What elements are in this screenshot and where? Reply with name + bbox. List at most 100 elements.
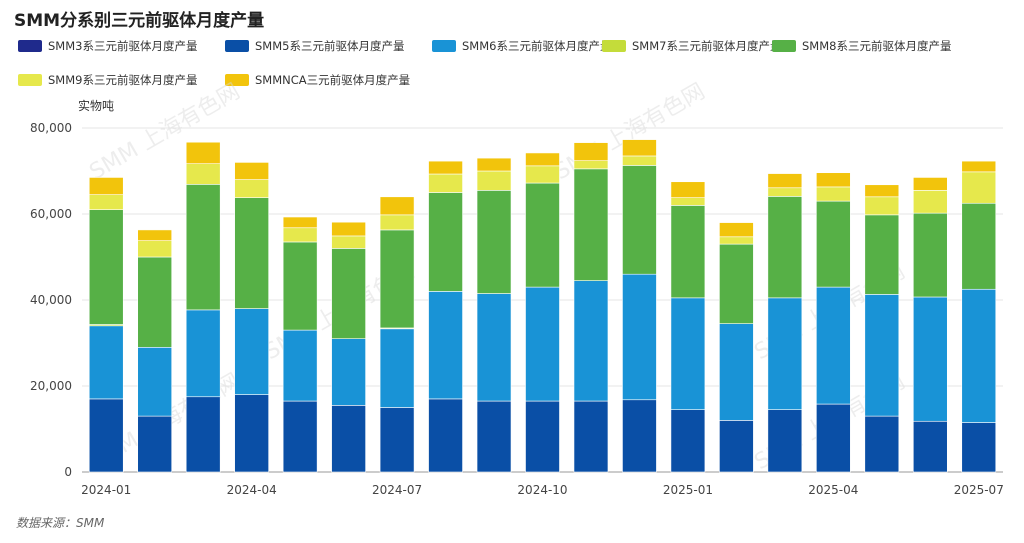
- bar-segment: [767, 173, 803, 189]
- x-tick-label: 2024-07: [372, 483, 422, 497]
- bar-segment: [428, 398, 463, 473]
- bar-segment: [282, 241, 318, 331]
- legend-swatch: [432, 40, 456, 52]
- bar-segment: [234, 179, 269, 198]
- bar-segment: [719, 222, 754, 238]
- bar-segment: [476, 170, 512, 191]
- x-tick-label: 2024-10: [517, 483, 567, 497]
- y-tick-label: 0: [64, 465, 72, 479]
- bar-segment: [331, 338, 366, 406]
- legend-item[interactable]: SMM6系三元前驱体月度产量: [432, 38, 611, 54]
- bar-segment: [88, 325, 124, 400]
- bar-segment: [476, 157, 512, 172]
- legend-item[interactable]: SMMNCA三元前驱体月度产量: [225, 72, 410, 88]
- bar-segment: [331, 248, 366, 339]
- bar-segment: [670, 297, 706, 410]
- bar-segment: [573, 160, 609, 170]
- bar-segment: [234, 308, 269, 395]
- bar-segment: [767, 196, 803, 299]
- bar-segment: [428, 291, 463, 400]
- bar-segment: [767, 297, 803, 410]
- x-tick-label: 2024-01: [81, 483, 131, 497]
- bar-segment: [864, 294, 900, 417]
- bar-segment: [282, 216, 318, 229]
- bar-segment: [912, 177, 948, 191]
- data-source-note: 数据来源：SMM: [16, 516, 105, 530]
- bar-segment: [816, 200, 851, 288]
- bar-segment: [525, 400, 560, 473]
- legend-swatch: [225, 40, 249, 52]
- legend-label: SMM5系三元前驱体月度产量: [255, 39, 405, 53]
- bar-segment: [573, 400, 609, 473]
- legend-label: SMM8系三元前驱体月度产量: [802, 39, 952, 53]
- bar-segment: [961, 160, 997, 173]
- bar-segment: [185, 396, 221, 473]
- bar-segment: [428, 173, 463, 193]
- legend-label: SMM3系三元前驱体月度产量: [48, 39, 198, 53]
- bar-segment: [428, 160, 463, 175]
- x-tick-label: 2024-04: [227, 483, 277, 497]
- bar-segment: [816, 403, 851, 473]
- bar-segment: [719, 420, 754, 473]
- bar-segment: [622, 399, 657, 473]
- bar-segment: [379, 214, 415, 231]
- bar-segment: [428, 192, 463, 292]
- legend-item[interactable]: SMM9系三元前驱体月度产量: [18, 72, 197, 88]
- y-tick-label: 80,000: [30, 121, 72, 135]
- bar-segment: [670, 409, 706, 473]
- bar-segment: [573, 168, 609, 281]
- bar-segment: [961, 422, 997, 473]
- bar-segment: [816, 186, 851, 202]
- bar-segment: [331, 221, 366, 237]
- legend-item[interactable]: SMM8系三元前驱体月度产量: [772, 38, 951, 54]
- bar-segment: [622, 139, 657, 157]
- bar-segment: [234, 197, 269, 309]
- bar-segment: [88, 398, 124, 473]
- bar-segment: [912, 420, 948, 473]
- bar-segment: [137, 240, 173, 258]
- bar-segment: [912, 190, 948, 214]
- legend-item[interactable]: SMM3系三元前驱体月度产量: [18, 38, 197, 54]
- bar-segment: [88, 177, 124, 195]
- y-tick-label: 60,000: [30, 207, 72, 221]
- bar-segment: [379, 229, 415, 329]
- bar-segment: [88, 209, 124, 325]
- bar-segment: [670, 197, 706, 206]
- legend-label: SMM7系三元前驱体月度产量: [632, 39, 782, 53]
- bar-segment: [476, 400, 512, 473]
- legend-item[interactable]: SMM7系三元前驱体月度产量: [602, 38, 781, 54]
- bar-segment: [670, 205, 706, 299]
- bar-segment: [185, 141, 221, 164]
- bar-segment: [622, 165, 657, 275]
- bar-segment: [573, 142, 609, 161]
- bar-segment: [525, 152, 560, 167]
- bar-segment: [137, 415, 173, 473]
- bar-segment: [379, 328, 415, 408]
- bar-segment: [379, 196, 415, 216]
- bar-segment: [719, 243, 754, 324]
- y-tick-label: 20,000: [30, 379, 72, 393]
- bar-segment: [670, 181, 706, 198]
- y-axis-unit-label: 实物吨: [78, 99, 115, 113]
- bar-segment: [379, 407, 415, 473]
- bar-segment: [331, 235, 366, 249]
- bar-segment: [282, 329, 318, 402]
- bar-segment: [234, 162, 269, 180]
- bar-segment: [864, 214, 900, 295]
- bar-segment: [476, 190, 512, 294]
- bar-segment: [525, 286, 560, 402]
- legend-item[interactable]: SMM5系三元前驱体月度产量: [225, 38, 404, 54]
- legend-swatch: [772, 40, 796, 52]
- legend-swatch: [225, 74, 249, 86]
- bar-segment: [767, 187, 803, 197]
- bar-segment: [622, 155, 657, 166]
- bar-segment: [816, 172, 851, 188]
- bar-segment: [864, 184, 900, 198]
- bar-segment: [282, 227, 318, 243]
- bar-segment: [185, 184, 221, 311]
- bar-segment: [88, 194, 124, 210]
- bar-segment: [185, 163, 221, 185]
- bar-segment: [912, 212, 948, 298]
- bar-segment: [961, 171, 997, 204]
